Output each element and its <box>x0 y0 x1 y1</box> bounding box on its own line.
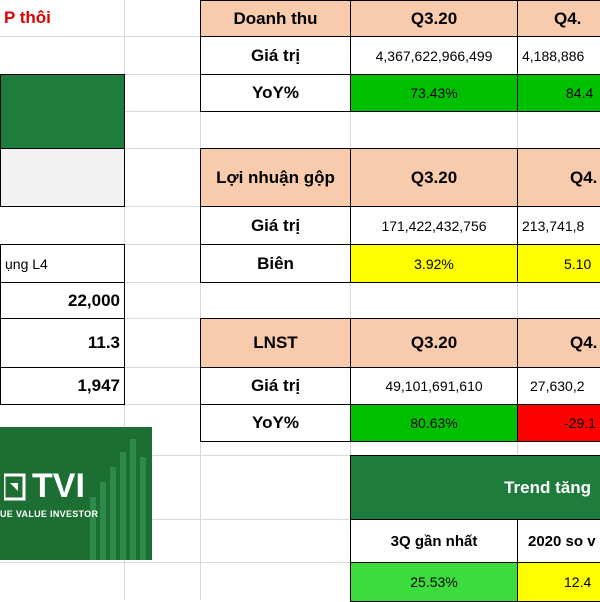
trend-v1[interactable]: 25.53% <box>350 562 518 602</box>
net-q1[interactable]: Q3.20 <box>350 318 518 368</box>
trend-v2[interactable]: 12.4 <box>517 562 600 602</box>
gross-margin-v2[interactable]: 5.10 <box>517 244 600 283</box>
revenue-row1-v2[interactable]: 4,188,886 <box>517 36 600 75</box>
revenue-q2[interactable]: Q4. <box>517 0 600 37</box>
gross-row1-v1[interactable]: 171,422,432,756 <box>350 206 518 245</box>
left-title[interactable]: P thôi <box>0 0 124 36</box>
tvi-mark-icon <box>4 473 26 501</box>
gross-q1[interactable]: Q3.20 <box>350 148 518 207</box>
trend-col2[interactable]: 2020 so v <box>517 519 600 563</box>
gridline <box>200 0 201 600</box>
gridline <box>0 455 600 456</box>
trend-header[interactable]: Trend tăng <box>350 455 600 520</box>
revenue-yoy-v1[interactable]: 73.43% <box>350 74 518 112</box>
net-header[interactable]: LNST <box>200 318 351 368</box>
net-row2-label[interactable]: YoY% <box>200 404 351 442</box>
gridline <box>0 562 600 563</box>
logo-brand: TVI <box>32 467 85 505</box>
gross-header[interactable]: Lợi nhuận gộp <box>200 148 351 207</box>
net-yoy-v1[interactable]: 80.63% <box>350 404 518 442</box>
ratio-value[interactable]: 11.3 <box>0 318 125 368</box>
revenue-row2-label[interactable]: YoY% <box>200 74 351 112</box>
net-row1-label[interactable]: Giá trị <box>200 367 351 405</box>
net-yoy-v2[interactable]: -29.1 <box>517 404 600 442</box>
gross-q2[interactable]: Q4. <box>517 148 600 207</box>
revenue-q1[interactable]: Q3.20 <box>350 0 518 37</box>
logo-tagline: UE VALUE INVESTOR <box>0 509 99 519</box>
revenue-row1-v1[interactable]: 4,367,622,966,499 <box>350 36 518 75</box>
sector-label[interactable]: ụng L4 <box>0 244 125 283</box>
revenue-yoy-v2[interactable]: 84.4 <box>517 74 600 112</box>
eps-value[interactable]: 1,947 <box>0 367 125 405</box>
gross-margin-v1[interactable]: 3.92% <box>350 244 518 283</box>
revenue-row1-label[interactable]: Giá trị <box>200 36 351 75</box>
net-row1-v1[interactable]: 49,101,691,610 <box>350 367 518 405</box>
chart-bars-graphic <box>90 439 146 560</box>
gross-row1-label[interactable]: Giá trị <box>200 206 351 245</box>
gray-block[interactable] <box>0 148 125 207</box>
tvi-logo: TVI UE VALUE INVESTOR <box>0 427 152 560</box>
gross-row2-label[interactable]: Biên <box>200 244 351 283</box>
gridline <box>0 519 600 520</box>
trend-col1[interactable]: 3Q gần nhất <box>350 519 518 563</box>
gross-row1-v2[interactable]: 213,741,8 <box>517 206 600 245</box>
net-row1-v2[interactable]: 27,630,2 <box>517 367 600 405</box>
revenue-header[interactable]: Doanh thu <box>200 0 351 37</box>
green-block[interactable] <box>0 74 125 149</box>
price-value[interactable]: 22,000 <box>0 282 125 319</box>
net-q2[interactable]: Q4. <box>517 318 600 368</box>
gridline <box>350 0 351 600</box>
gridline <box>517 0 518 600</box>
